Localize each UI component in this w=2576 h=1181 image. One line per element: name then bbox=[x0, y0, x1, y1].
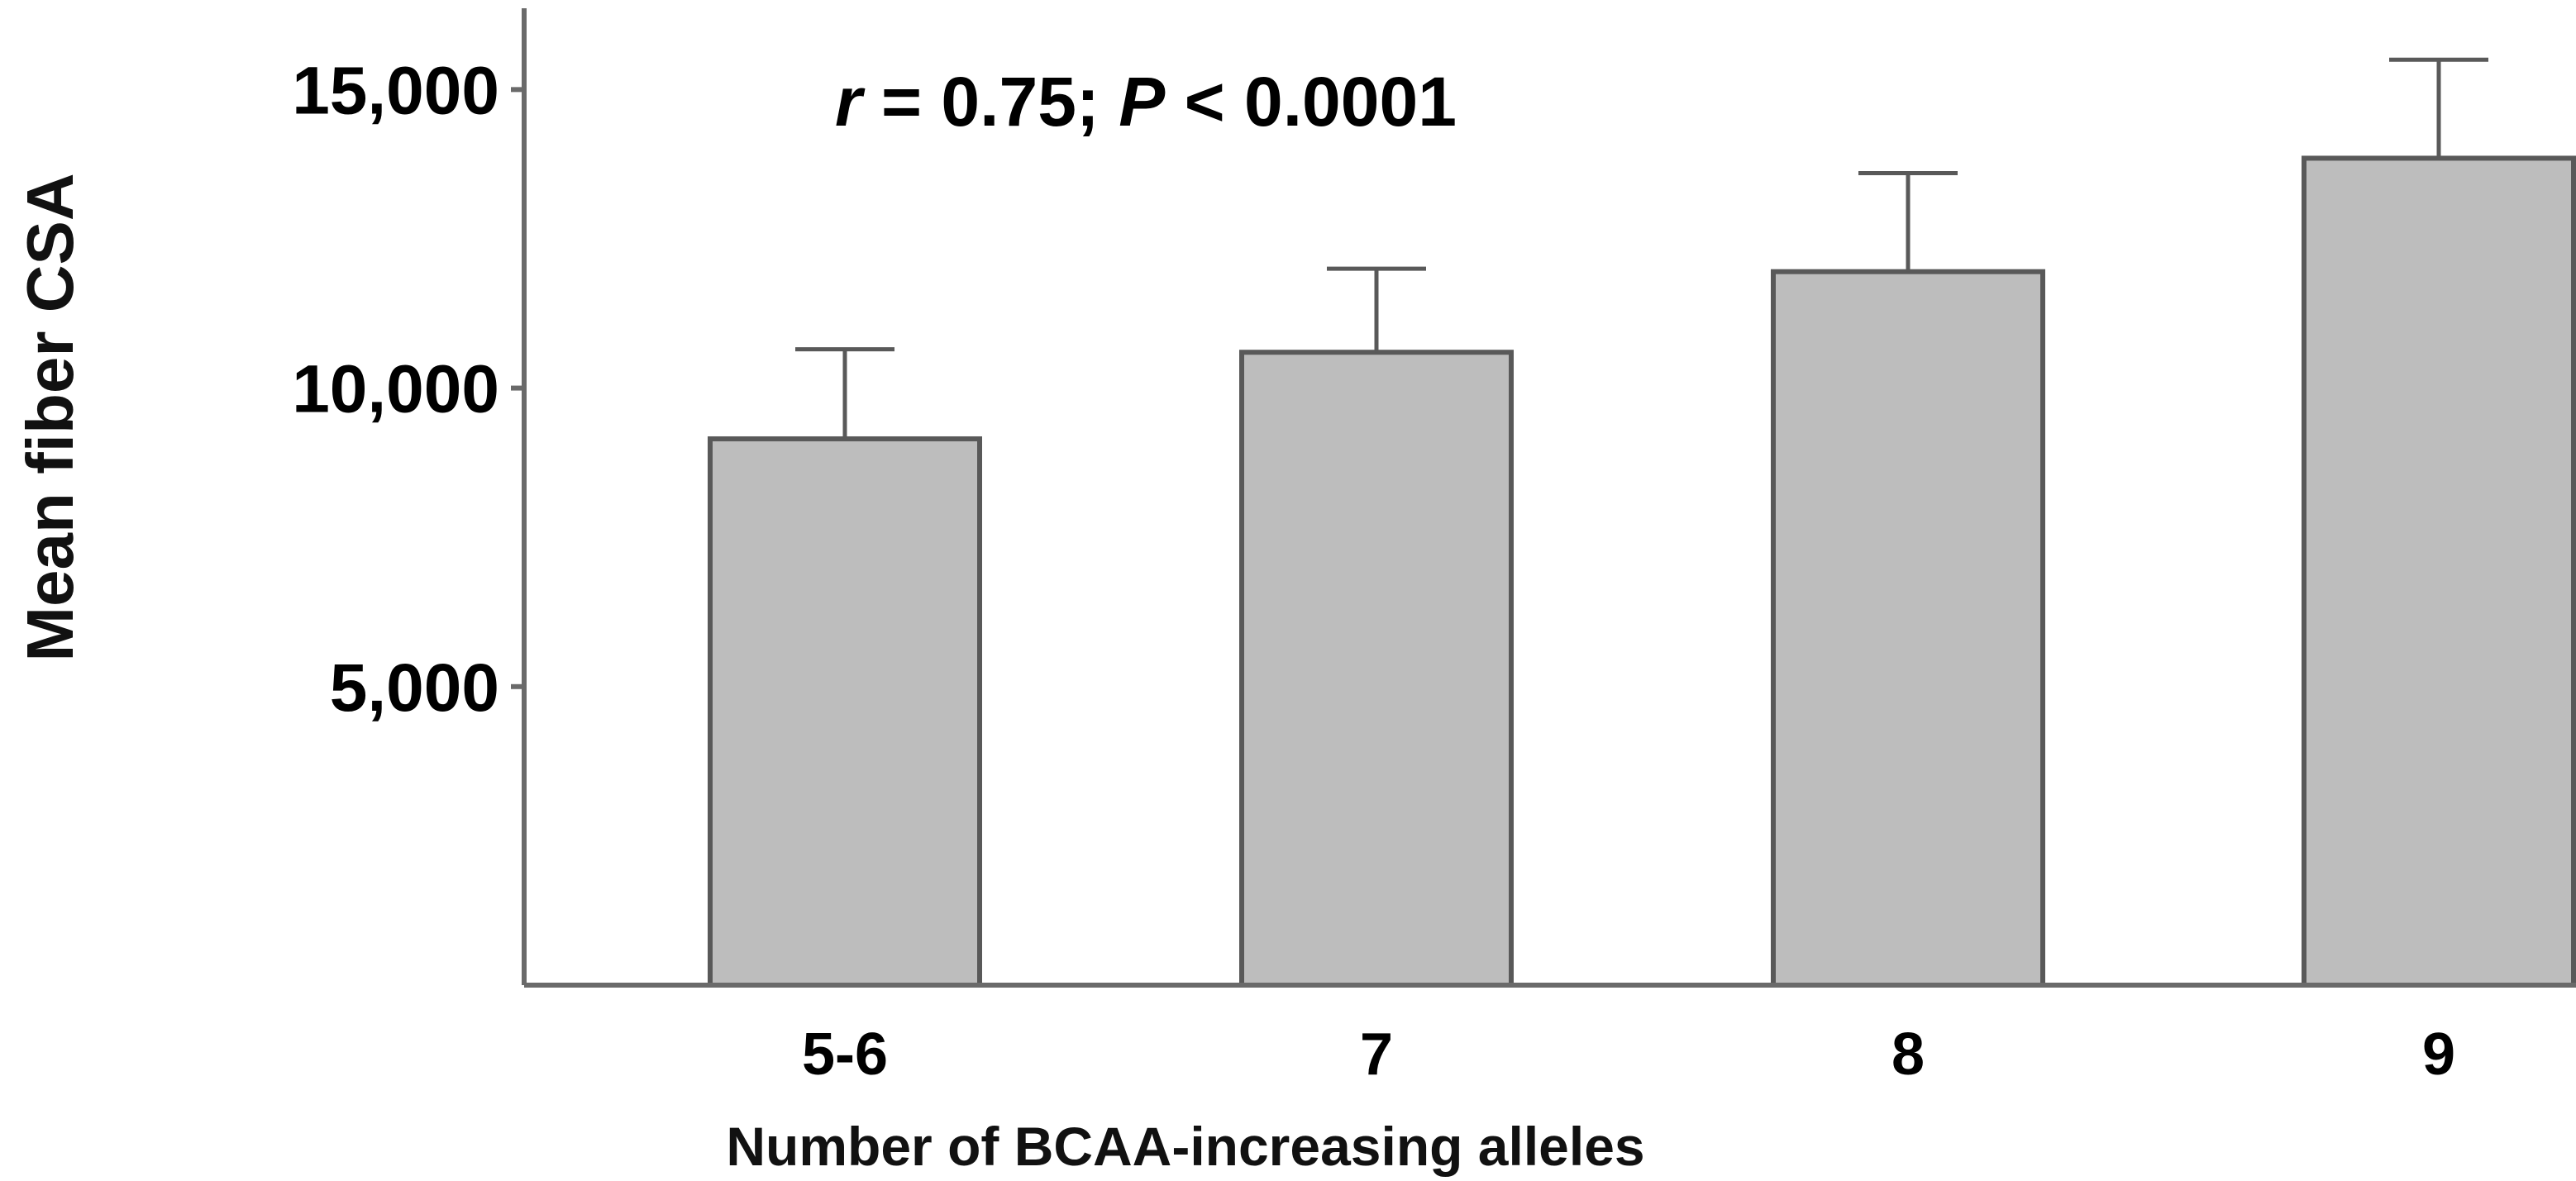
x-tick-label-7: 7 bbox=[1360, 1021, 1393, 1088]
r-value-text: = 0.75; bbox=[862, 63, 1119, 140]
axes-layer bbox=[522, 8, 2576, 988]
p-value-text: < 0.0001 bbox=[1165, 63, 1457, 140]
x-tick-label-5-6: 5-6 bbox=[802, 1021, 888, 1088]
bar-8 bbox=[1771, 269, 2045, 988]
x-tick-label-9: 9 bbox=[2422, 1021, 2455, 1088]
correlation-annotation: r = 0.75; P < 0.0001 bbox=[835, 63, 1457, 140]
bars-layer bbox=[708, 155, 2576, 988]
y-ticks-layer: 5,000 10,000 15,000 bbox=[292, 53, 524, 726]
y-tick-label-10000: 10,000 bbox=[292, 352, 499, 427]
y-tick-label-15000: 15,000 bbox=[292, 53, 499, 128]
y-axis-title: Mean fiber CSA bbox=[13, 173, 87, 661]
r-symbol: r bbox=[835, 63, 866, 140]
error-bars-layer bbox=[795, 57, 2488, 439]
bar-9 bbox=[2302, 155, 2576, 988]
bar-7 bbox=[1239, 350, 1514, 988]
x-ticks-layer: 5-6 7 8 9 bbox=[802, 1021, 2455, 1088]
p-symbol: P bbox=[1119, 63, 1166, 140]
bar-5-6 bbox=[708, 436, 982, 988]
x-axis-title: Number of BCAA-increasing alleles bbox=[726, 1116, 1644, 1177]
x-tick-label-8: 8 bbox=[1891, 1021, 1925, 1088]
y-tick-label-5000: 5,000 bbox=[330, 650, 499, 726]
